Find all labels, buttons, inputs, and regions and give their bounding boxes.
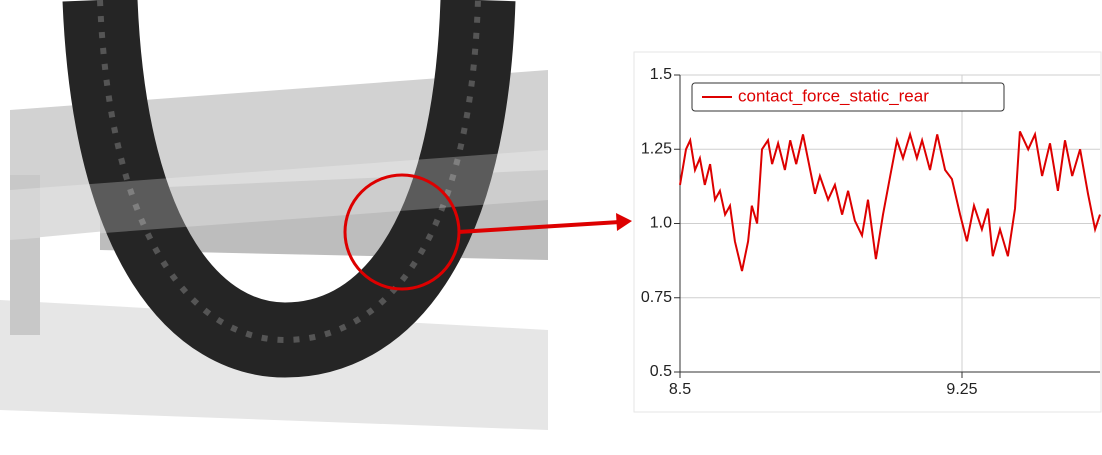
tire-render <box>0 0 632 450</box>
y-tick-label: 0.5 <box>650 363 672 380</box>
screen: 0.5 0.75 1.0 1.25 1.5 8.5 9.25 contact_force_st… <box>0 0 1102 450</box>
y-tick-label: 1.0 <box>650 215 672 232</box>
x-tick-label: 9.25 <box>946 381 977 398</box>
y-tick-label: 1.5 <box>650 66 672 83</box>
x-tick-label: 8.5 <box>669 381 691 398</box>
legend-label: contact_force_static_rear <box>738 86 929 105</box>
y-tick-label: 1.25 <box>641 140 672 157</box>
y-tick-label: 0.75 <box>641 289 672 306</box>
arrow-head <box>616 213 632 231</box>
